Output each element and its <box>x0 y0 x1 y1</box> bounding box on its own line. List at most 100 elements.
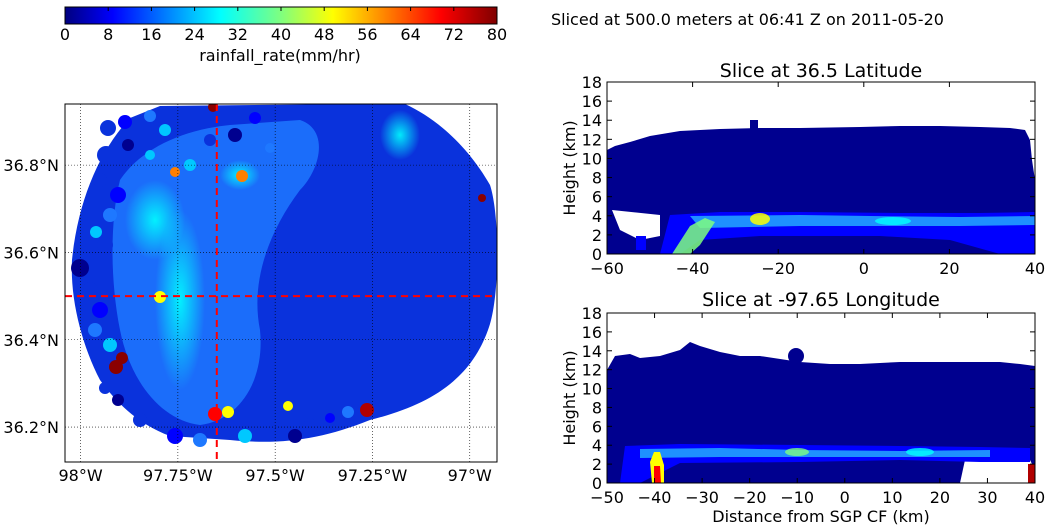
colorbar-ticks: 0 8 16 24 32 40 48 56 64 72 80 <box>60 7 507 44</box>
radar-echo-cell <box>184 159 196 171</box>
map-lat-label: 36.6°N <box>3 243 59 262</box>
radar-echo-cell <box>159 124 171 136</box>
slice-x-tick-label: −40 <box>638 488 672 507</box>
slice-x-tick-label: −60 <box>590 259 624 278</box>
radar-echo-cell <box>249 112 261 124</box>
radar-echo-cell <box>325 413 335 423</box>
radar-echo-cell <box>144 110 156 122</box>
slice-x-tick-label: −50 <box>590 488 624 507</box>
latitude-slice-echo <box>750 120 758 132</box>
radar-echo-cell <box>90 226 102 238</box>
radar-echo-cell <box>100 120 116 136</box>
longitude-slice-panel: Slice at -97.65 Longitude −50 −40 −30 −20 −1… <box>560 289 1045 526</box>
radar-echo-peak <box>222 406 234 418</box>
slice-x-tick-label: −10 <box>780 488 814 507</box>
radar-echo-cell <box>97 146 115 164</box>
radar-echo-cell <box>92 302 108 318</box>
colorbar-tick-label: 32 <box>228 25 248 44</box>
colorbar-tick-label: 40 <box>271 25 291 44</box>
radar-echo-peak <box>236 170 248 182</box>
colorbar-label: rainfall_rate(mm/hr) <box>199 46 361 66</box>
colorbar-tick-label: 16 <box>141 25 161 44</box>
map-lon-label: 97°W <box>448 466 492 485</box>
slice-y-tick-label: 14 <box>582 111 602 130</box>
slice-x-tick-label: 20 <box>930 488 950 507</box>
radar-echo-cell <box>88 323 102 337</box>
radar-echo-cell <box>226 106 238 118</box>
colorbar-tick-label: 80 <box>487 25 507 44</box>
colorbar-tick-label: 56 <box>357 25 377 44</box>
radar-echo-cell <box>204 134 216 146</box>
slice-x-tick-label: 0 <box>859 259 869 278</box>
longitude-slice-core <box>906 448 934 456</box>
longitude-slice-echo <box>788 348 804 364</box>
map-lat-label: 36.8°N <box>3 156 59 175</box>
radar-echo-peak <box>109 360 123 374</box>
map-lon-label: 97.75°W <box>143 466 213 485</box>
colorbar-tick-label: 48 <box>314 25 334 44</box>
radar-echo-cell <box>99 382 111 394</box>
map-lat-label: 36.2°N <box>3 418 59 437</box>
longitude-slice-core <box>1028 464 1035 483</box>
radar-echo-cell <box>228 128 242 142</box>
latitude-slice-field <box>607 120 1035 254</box>
colorbar-tick-label: 64 <box>400 25 420 44</box>
slice-crosshair <box>65 104 497 462</box>
latitude-slice-frame <box>606 81 1036 255</box>
radar-echo-cell <box>118 115 132 129</box>
colorbar-tick-label: 0 <box>60 25 70 44</box>
longitude-slice-bright-band <box>640 448 990 458</box>
slice-y-tick-label: 2 <box>592 455 602 474</box>
longitude-slice-core <box>785 448 809 456</box>
radar-echo-cell <box>167 428 183 444</box>
radar-echo-peak <box>208 407 222 421</box>
slice-y-tick-label: 10 <box>582 149 602 168</box>
radar-echo-peak <box>170 167 180 177</box>
slice-y-tick-label: 0 <box>592 474 602 493</box>
colorbar-tick-label: 24 <box>184 25 204 44</box>
slice-y-tick-label: 10 <box>582 380 602 399</box>
map-lat-label: 36.4°N <box>3 331 59 350</box>
slice-y-tick-label: 16 <box>582 92 602 111</box>
radar-echo-cell <box>103 208 117 222</box>
slice-x-tick-label: 0 <box>840 488 850 507</box>
slice-y-tick-label: 6 <box>592 417 602 436</box>
slice-x-tick-label: 30 <box>977 488 997 507</box>
map-grid <box>65 104 497 462</box>
latitude-slice-bright-band <box>690 215 1035 228</box>
slice-y-tick-label: 14 <box>582 342 602 361</box>
map-frame <box>64 103 498 463</box>
slice-y-tick-label: 2 <box>592 226 602 245</box>
slice-y-tick-label: 6 <box>592 188 602 207</box>
longitude-slice-title: Slice at -97.65 Longitude <box>702 289 940 311</box>
longitude-slice-core <box>654 466 661 483</box>
latitude-slice-ylabel: Height (km) <box>560 120 579 215</box>
radar-echo-cell <box>133 413 147 427</box>
radar-echo-cell <box>110 187 126 203</box>
slice-x-tick-label: 40 <box>1025 488 1045 507</box>
slice-x-tick-label: −40 <box>676 259 710 278</box>
latitude-slice-core <box>750 213 770 225</box>
slice-y-tick-label: 0 <box>592 245 602 264</box>
slice-y-tick-label: 18 <box>582 73 602 92</box>
radar-echo-cell <box>82 282 98 298</box>
latitude-slice-core <box>672 218 715 254</box>
slice-x-tick-label: 40 <box>1025 259 1045 278</box>
slice-y-tick-label: 18 <box>582 304 602 323</box>
radar-echo-cell <box>288 429 302 443</box>
radar-map-field <box>71 104 497 447</box>
longitude-slice-frame <box>606 312 1036 484</box>
latitude-slice-echo <box>636 236 646 250</box>
map-lon-label: 98°W <box>58 466 102 485</box>
figure-suptitle: Sliced at 500.0 meters at 06:41 Z on 201… <box>551 10 944 29</box>
slice-y-tick-label: 12 <box>582 130 602 149</box>
radar-echo-peak <box>208 104 218 112</box>
latitude-slice-title: Slice at 36.5 Latitude <box>720 60 922 82</box>
slice-y-tick-label: 4 <box>592 207 602 226</box>
longitude-slice-field <box>607 342 1035 483</box>
latitude-slice-core <box>875 217 911 225</box>
slice-y-tick-label: 8 <box>592 169 602 188</box>
